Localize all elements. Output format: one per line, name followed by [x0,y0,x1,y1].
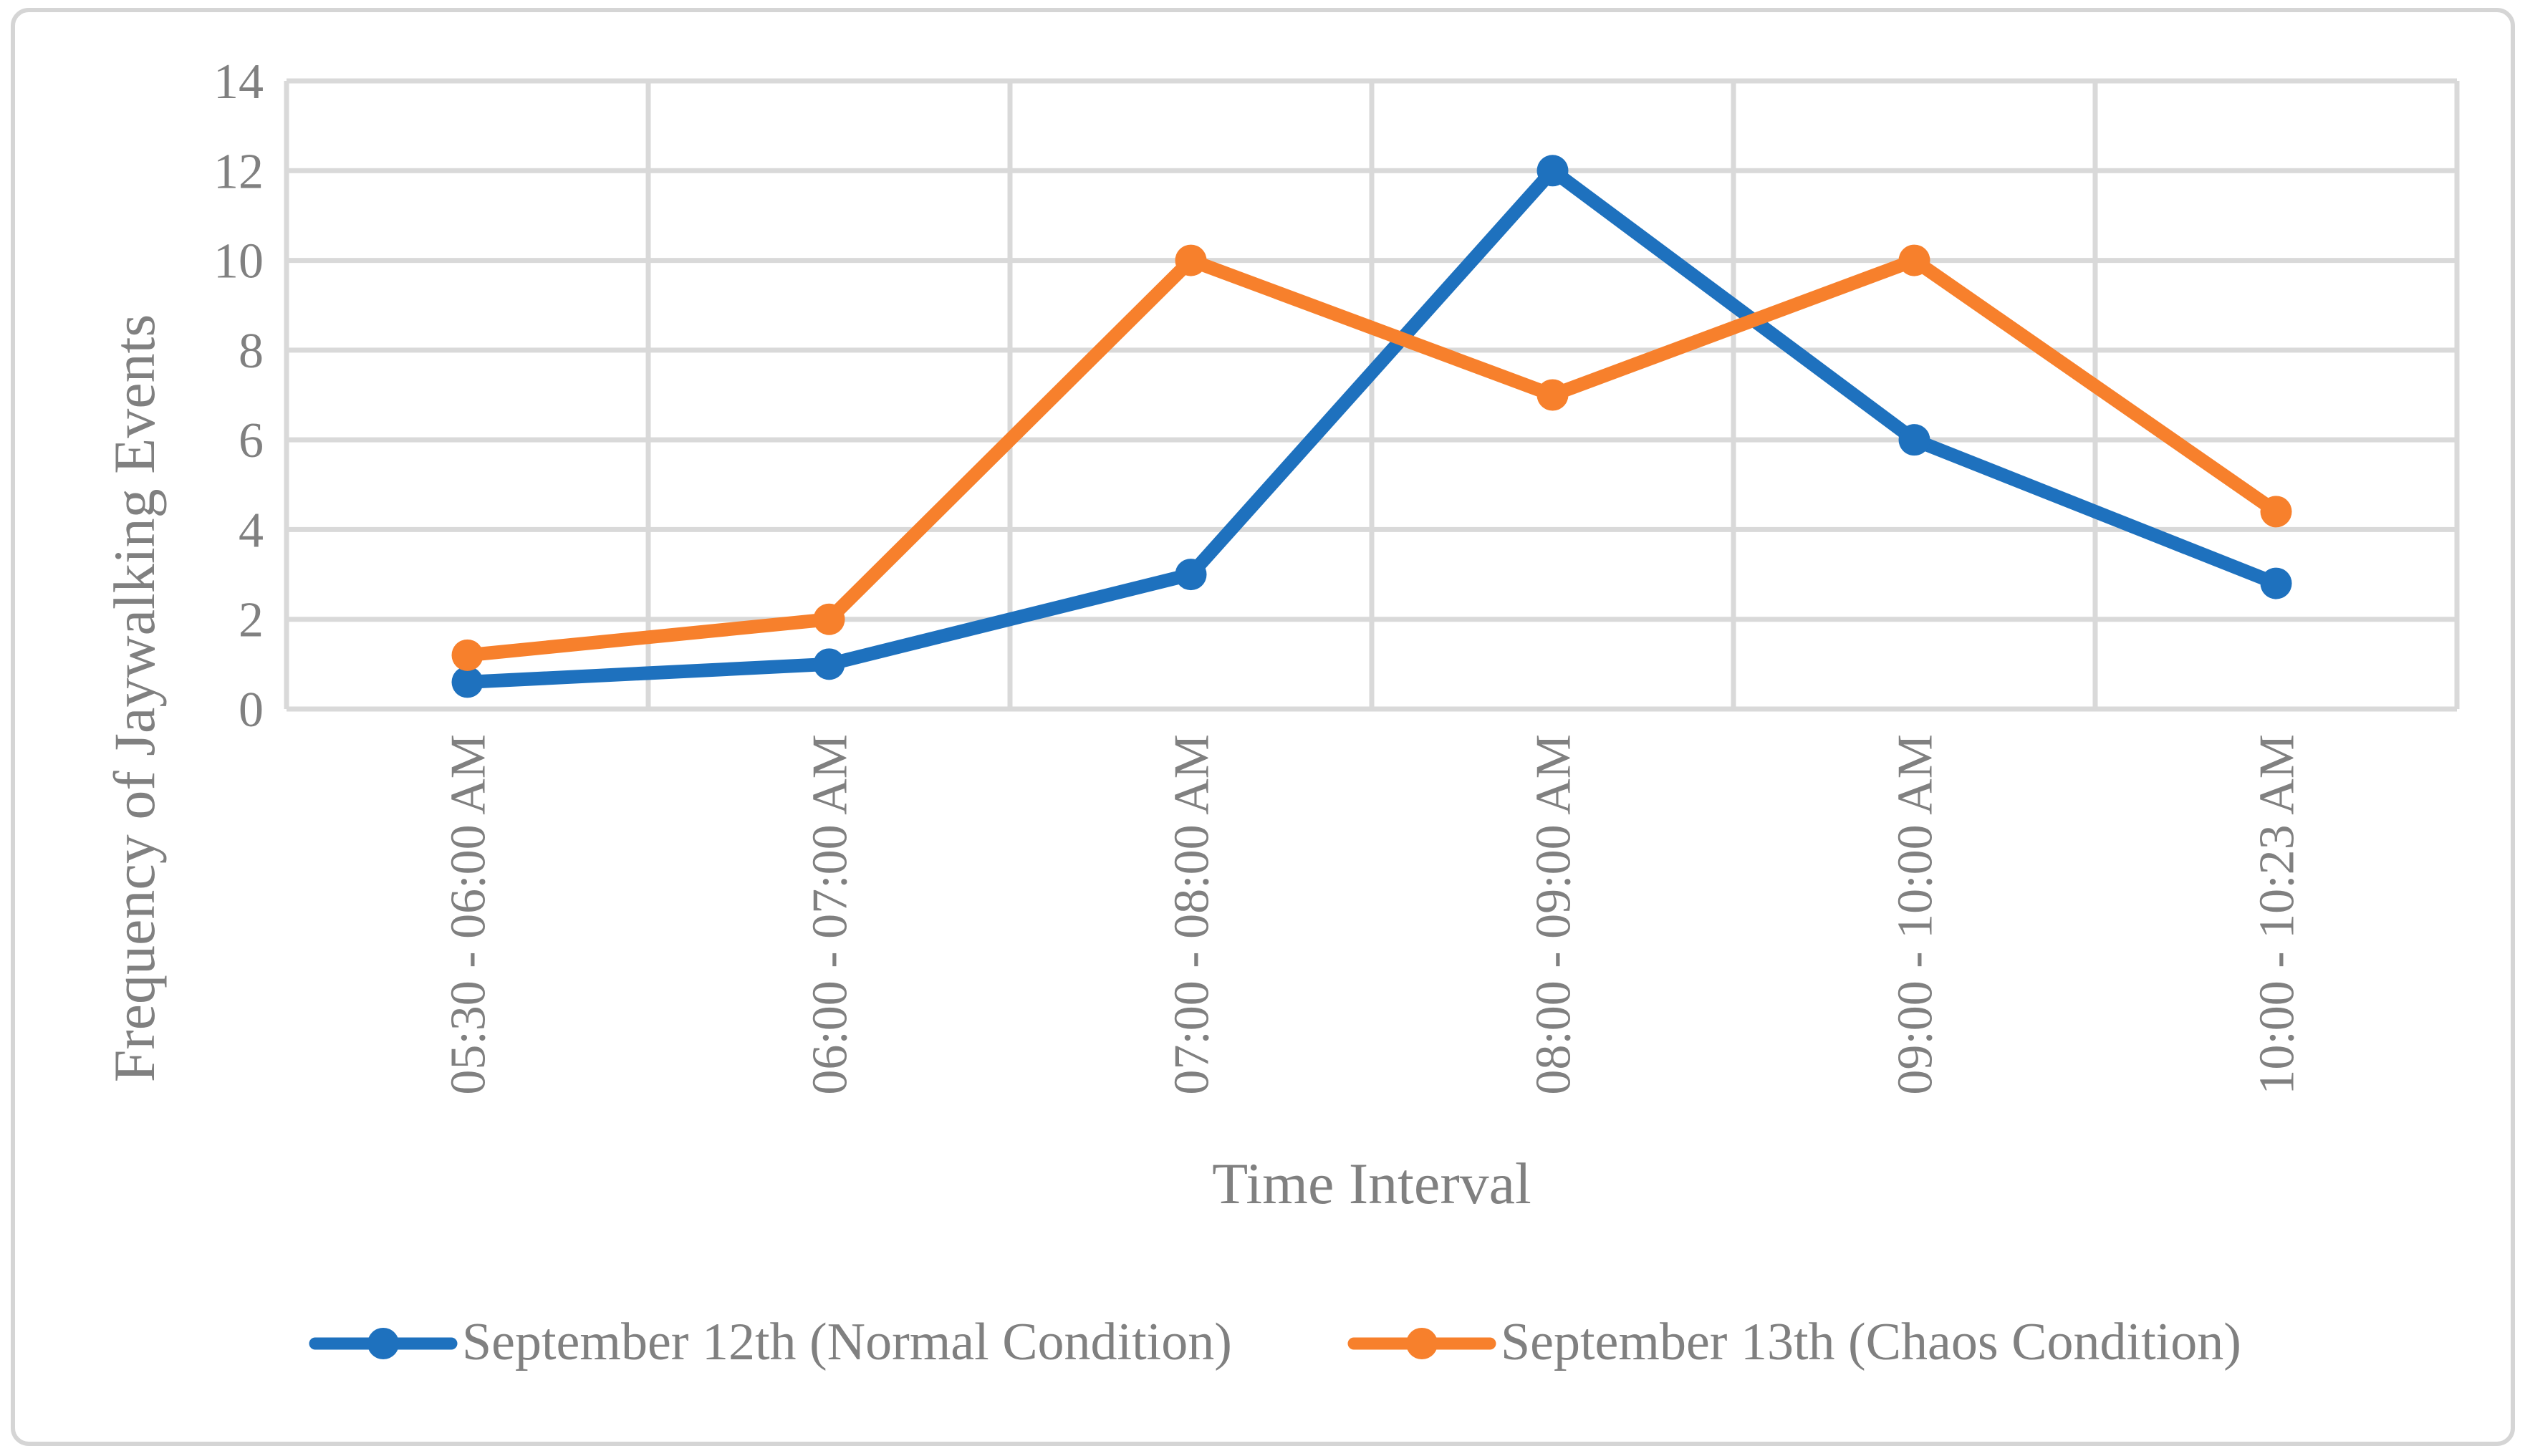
legend-item: September 12th (Normal Condition) [309,1313,1232,1371]
y-tick-label: 6 [239,413,264,468]
data-point-marker [1536,379,1569,411]
y-tick-label: 12 [213,144,264,199]
x-tick-label: 08:00 - 09:00 AM [1526,734,1582,1095]
y-tick-label: 0 [239,683,264,738]
data-point-marker [1175,244,1207,276]
legend-marker [367,1328,399,1359]
y-axis-title: Frequency of Jaywalking Events [102,314,167,1083]
y-tick-label: 14 [213,54,264,110]
data-point-marker [1898,424,1930,456]
x-tick-label: 10:00 - 10:23 AM [2250,734,2305,1095]
legend: September 12th (Normal Condition) Septemb… [309,1313,2241,1371]
legend-label: September 13th (Chaos Condition) [1501,1313,2241,1371]
figure-border [11,8,2515,1446]
y-axis-tick-labels: 0 2 4 6 8 10 12 14 [213,54,264,738]
series-line [461,254,2283,662]
data-point-marker [1898,244,1930,276]
data-point-marker [813,648,845,680]
y-tick-label: 4 [239,503,264,558]
legend-item: September 13th (Chaos Condition) [1347,1313,2241,1371]
x-tick-label: 06:00 - 07:00 AM [803,734,858,1095]
x-tick-label: 05:30 - 06:00 AM [441,734,496,1095]
series-september-13th-chaos-condition- [451,244,2292,671]
series-line [461,163,2283,689]
data-point-marker [1536,155,1569,187]
x-axis-title: Time Interval [1212,1151,1531,1216]
y-tick-label: 2 [239,593,264,648]
data-point-marker [1175,559,1207,591]
y-tick-label: 10 [213,234,264,289]
legend-label: September 12th (Normal Condition) [462,1313,1232,1371]
legend-marker [1406,1328,1438,1359]
data-series [451,155,2292,698]
data-point-marker [813,603,845,635]
data-point-marker [451,639,484,671]
x-tick-label: 07:00 - 08:00 AM [1165,734,1220,1095]
x-tick-label: 09:00 - 10:00 AM [1888,734,1943,1095]
x-axis-tick-labels: 05:30 - 06:00 AM 06:00 - 07:00 AM 07:00 - … [441,734,2305,1095]
y-tick-label: 8 [239,324,264,379]
data-point-marker [2260,496,2292,528]
gridlines [284,78,2460,712]
series-september-12th-normal-condition- [451,155,2292,698]
data-point-marker [2260,567,2292,599]
data-point-marker [451,666,484,698]
